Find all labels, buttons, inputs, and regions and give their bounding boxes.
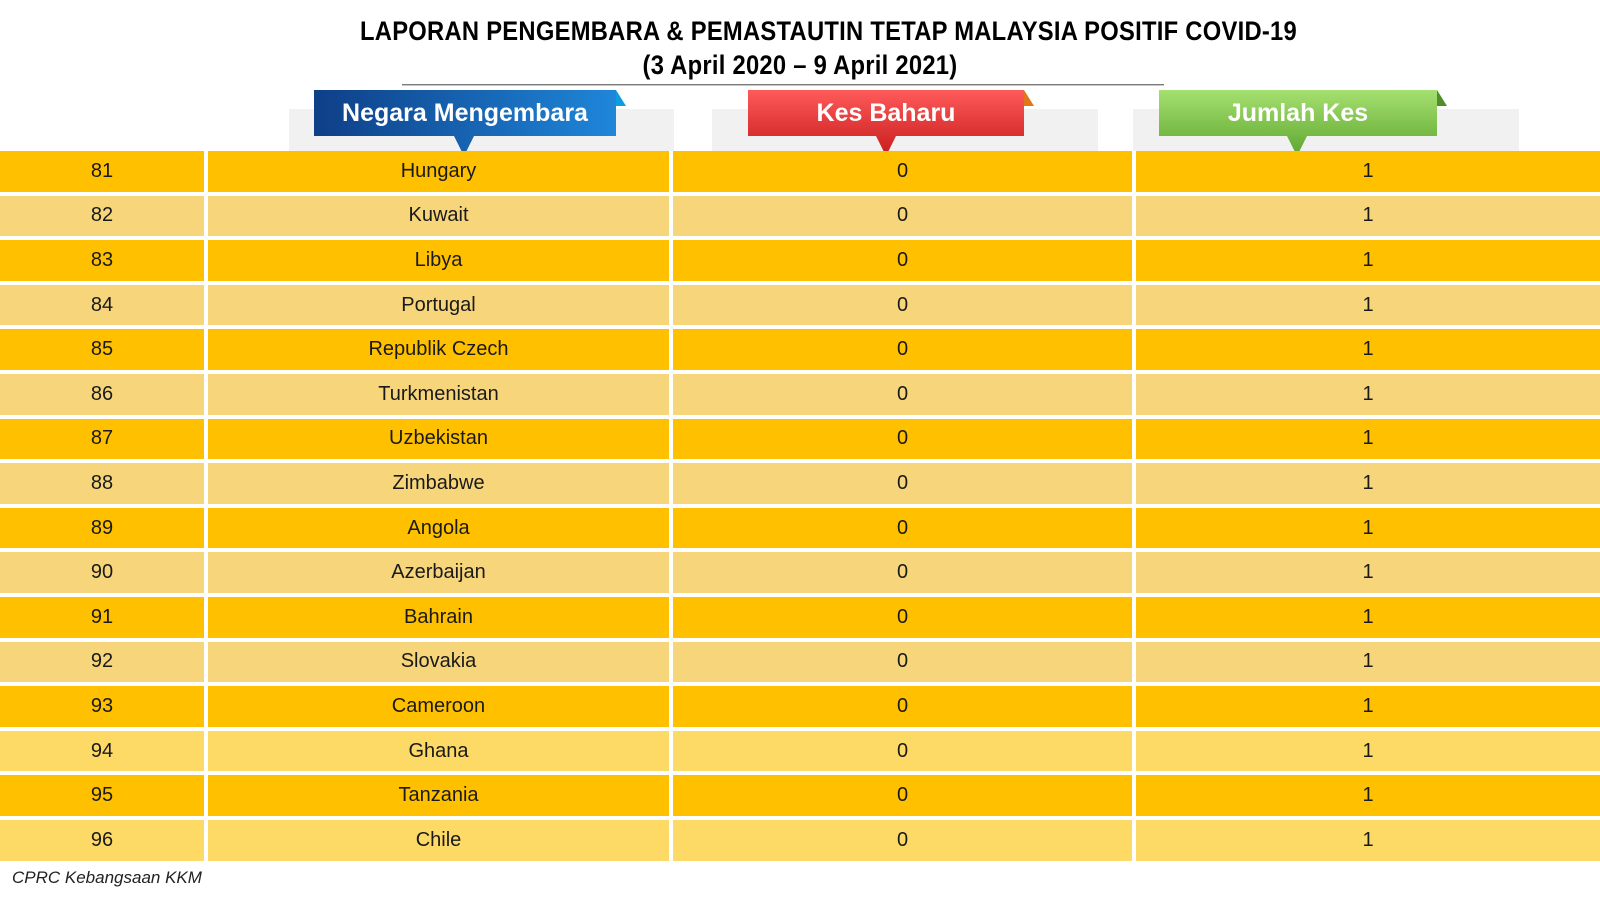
row-country: Cameroon [208, 686, 673, 727]
row-number: 84 [0, 284, 208, 326]
header-new-cases: Kes Baharu [748, 90, 1034, 156]
row-country: Chile [208, 819, 673, 861]
row-country: Azerbaijan [208, 552, 673, 593]
row-new-cases: 0 [673, 284, 1136, 326]
row-new-cases: 0 [673, 775, 1136, 816]
row-total-cases: 1 [1362, 694, 1374, 717]
table-row: 89 Angola 0 1 [0, 507, 1600, 553]
row-new-cases: 0 [673, 151, 1136, 192]
row-total-cases: 1 [1362, 427, 1374, 450]
row-new-cases: 0 [673, 463, 1136, 504]
row-total-cases: 1 [1362, 739, 1374, 762]
source-note: CPRC Kebangsaan KKM [12, 868, 202, 887]
row-total-cases: 1 [1362, 204, 1374, 227]
row-new-cases: 0 [673, 641, 1136, 683]
row-number: 94 [0, 730, 208, 772]
row-new-cases: 0 [673, 195, 1136, 237]
table-row: 85 Republik Czech 0 1 [0, 329, 1600, 374]
table-row: 91 Bahrain 0 1 [0, 596, 1600, 642]
row-new-cases: 0 [673, 329, 1136, 370]
row-country: Turkmenistan [208, 373, 673, 415]
row-new-cases: 0 [673, 552, 1136, 593]
table-row: 81 Hungary 0 1 [0, 151, 1600, 196]
row-total-cases: 1 [1362, 828, 1374, 851]
cases-table: 81 Hungary 0 1 82 Kuwait 0 1 83 Libya 0 1 84 Portugal… [0, 151, 1600, 865]
row-country: Slovakia [208, 641, 673, 683]
table-row: 93 Cameroon 0 1 [0, 686, 1600, 731]
row-country: Kuwait [208, 195, 673, 237]
table-row: 87 Uzbekistan 0 1 [0, 418, 1600, 464]
row-number: 92 [0, 641, 208, 683]
row-number: 88 [0, 463, 208, 504]
row-country: Tanzania [208, 775, 673, 816]
row-number: 83 [0, 240, 208, 281]
header-new-cases-banner [748, 90, 1034, 156]
header-total-cases-banner [1159, 90, 1447, 156]
row-number: 86 [0, 373, 208, 415]
table-row: 83 Libya 0 1 [0, 240, 1600, 285]
row-number: 87 [0, 418, 208, 460]
row-country: Portugal [208, 284, 673, 326]
table-row: 92 Slovakia 0 1 [0, 641, 1600, 687]
row-new-cases: 0 [673, 686, 1136, 727]
row-country: Libya [208, 240, 673, 281]
title-divider [402, 84, 1164, 86]
header-new-cases-label: Kes Baharu [816, 99, 956, 127]
row-number: 81 [0, 151, 208, 192]
row-country: Bahrain [208, 596, 673, 638]
table-row: 86 Turkmenistan 0 1 [0, 373, 1600, 419]
row-number: 82 [0, 195, 208, 237]
table-row: 94 Ghana 0 1 [0, 730, 1600, 776]
row-number: 93 [0, 686, 208, 727]
report-title: LAPORAN PENGEMBARA & PEMASTAUTIN TETAP M… [360, 16, 1298, 46]
row-total-cases: 1 [1362, 605, 1374, 628]
row-total-cases: 1 [1362, 338, 1374, 361]
table-row: 90 Azerbaijan 0 1 [0, 552, 1600, 597]
row-total-cases: 1 [1362, 471, 1374, 494]
table-row: 95 Tanzania 0 1 [0, 775, 1600, 820]
row-number: 90 [0, 552, 208, 593]
report-date-range: (3 April 2020 – 9 April 2021) [642, 50, 958, 80]
header-total-cases-label: Jumlah Kes [1227, 99, 1369, 127]
row-country: Angola [208, 507, 673, 549]
row-country: Republik Czech [208, 329, 673, 370]
row-country: Hungary [208, 151, 673, 192]
header-country-banner [314, 90, 626, 156]
row-total-cases: 1 [1362, 159, 1374, 182]
row-new-cases: 0 [673, 730, 1136, 772]
row-total-cases: 1 [1362, 382, 1374, 405]
row-total-cases: 1 [1362, 516, 1374, 539]
row-new-cases: 0 [673, 507, 1136, 549]
row-new-cases: 0 [673, 819, 1136, 861]
row-new-cases: 0 [673, 373, 1136, 415]
row-number: 91 [0, 596, 208, 638]
header-country-label: Negara Mengembara [342, 99, 588, 127]
row-total-cases: 1 [1362, 650, 1374, 673]
row-country: Zimbabwe [208, 463, 673, 504]
row-total-cases: 1 [1362, 561, 1374, 584]
row-number: 89 [0, 507, 208, 549]
row-number: 85 [0, 329, 208, 370]
table-row: 82 Kuwait 0 1 [0, 195, 1600, 241]
table-row: 84 Portugal 0 1 [0, 284, 1600, 330]
row-number: 95 [0, 775, 208, 816]
row-number: 96 [0, 819, 208, 861]
table-row: 96 Chile 0 1 [0, 819, 1600, 865]
row-total-cases: 1 [1362, 784, 1374, 807]
row-new-cases: 0 [673, 596, 1136, 638]
row-new-cases: 0 [673, 418, 1136, 460]
row-country: Uzbekistan [208, 418, 673, 460]
row-total-cases: 1 [1362, 293, 1374, 316]
row-new-cases: 0 [673, 240, 1136, 281]
header-country: Negara Mengembara [314, 90, 626, 156]
table-row: 88 Zimbabwe 0 1 [0, 463, 1600, 508]
row-country: Ghana [208, 730, 673, 772]
header-total-cases: Jumlah Kes [1159, 90, 1447, 156]
row-total-cases: 1 [1362, 248, 1374, 271]
